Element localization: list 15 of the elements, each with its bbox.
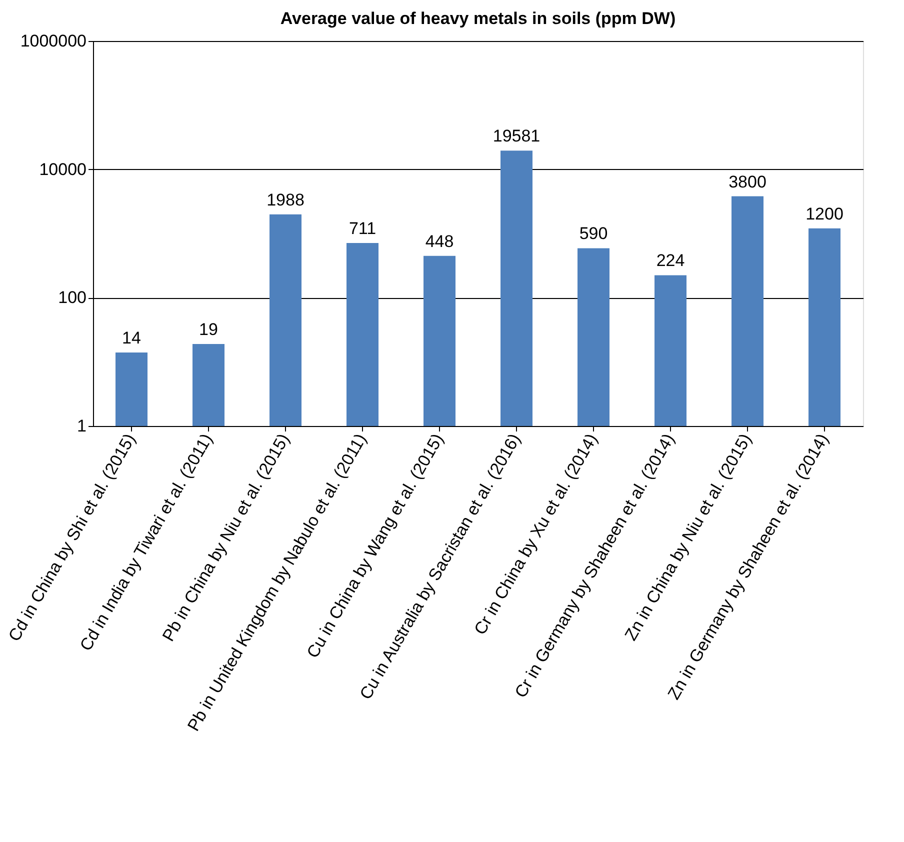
chart-title: Average value of heavy metals in soils (ppm DW) (280, 9, 676, 28)
data-label: 14 (122, 328, 141, 348)
data-label: 19581 (492, 126, 540, 146)
data-label: 711 (348, 219, 376, 238)
y-tick-label: 1000000 (20, 32, 86, 50)
data-label: 1200 (806, 204, 844, 224)
data-label: 224 (656, 251, 685, 270)
data-label: 448 (425, 232, 454, 251)
data-label: 19 (199, 320, 218, 339)
y-tick-label: 100 (58, 288, 86, 308)
y-tick-label: 1 (77, 416, 86, 436)
data-label: 1988 (266, 190, 304, 210)
y-tick-label: 10000 (39, 160, 86, 179)
data-label: 3800 (728, 172, 766, 192)
data-label: 590 (579, 224, 608, 244)
